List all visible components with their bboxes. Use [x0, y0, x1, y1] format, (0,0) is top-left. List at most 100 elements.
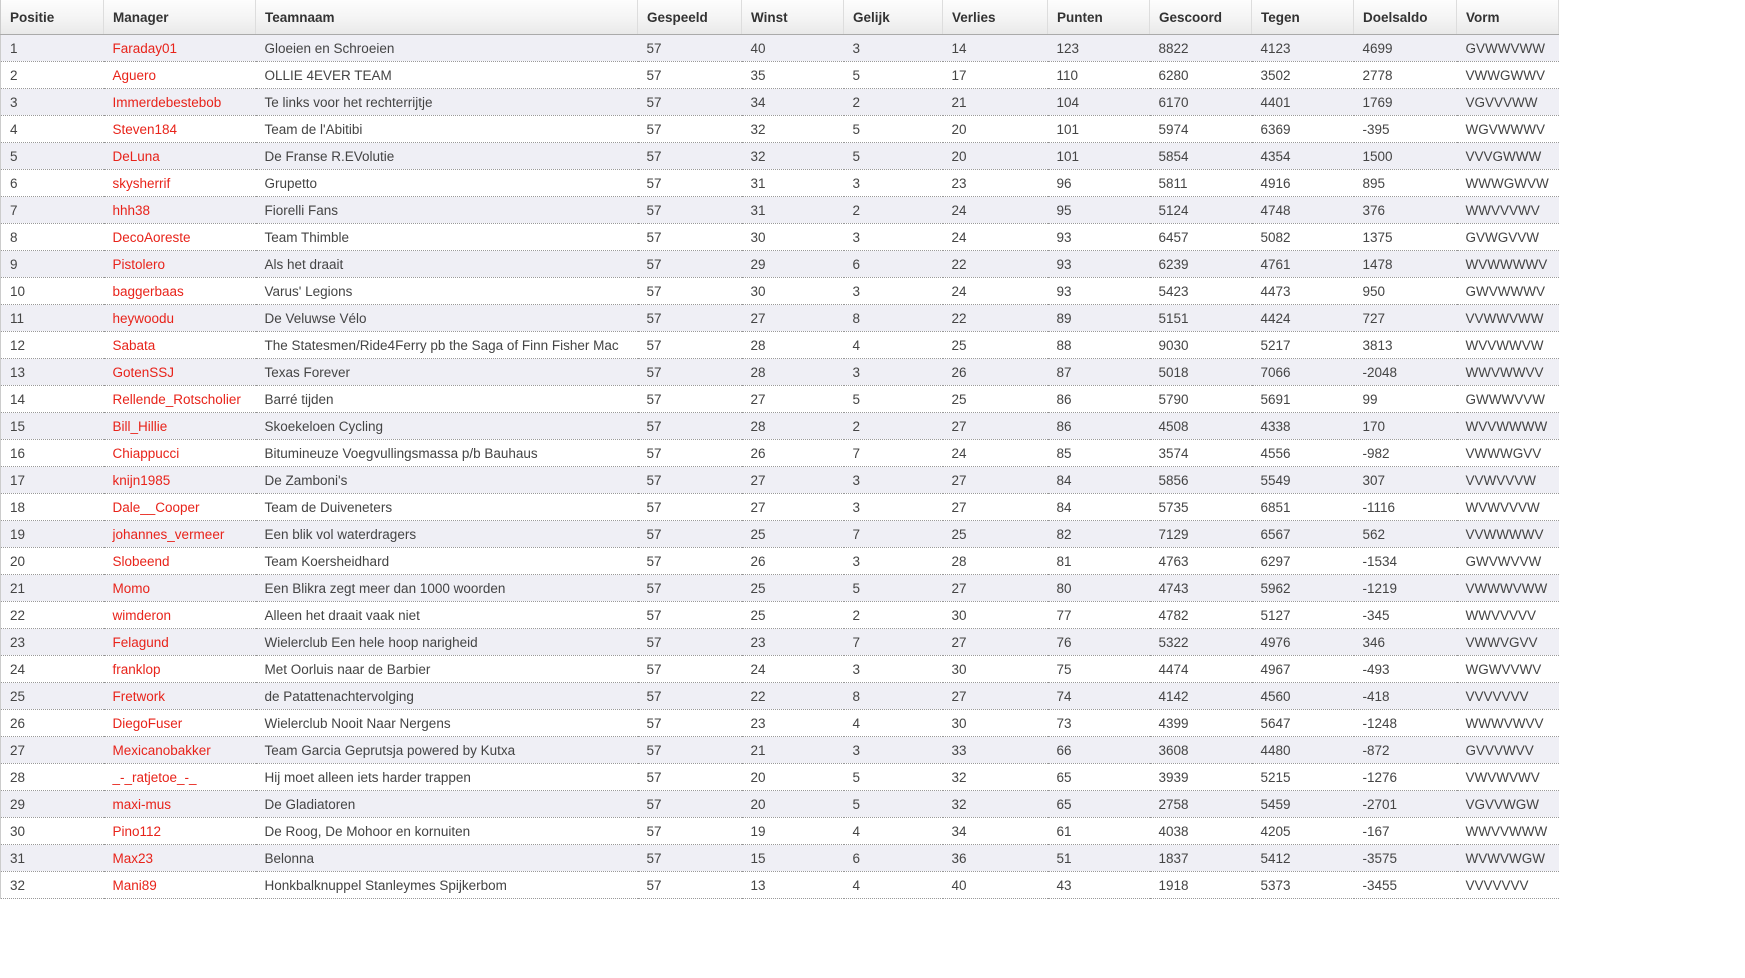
manager-link[interactable]: Aguero — [112, 67, 157, 83]
cell-verlies: 27 — [942, 493, 1048, 521]
cell-punten: 95 — [1047, 196, 1150, 224]
cell-vorm: GVWGVVW — [1456, 223, 1559, 251]
manager-link[interactable]: GotenSSJ — [112, 364, 175, 380]
cell-gespeeld: 57 — [637, 520, 742, 548]
table-row: 30 Pino112 De Roog, De Mohoor en kornuiten… — [0, 817, 1559, 845]
table-row: 5 DeLuna De Franse R.EVolutie 57 32 5 20 101 585… — [0, 142, 1559, 170]
cell-doelsaldo: 727 — [1353, 304, 1457, 332]
manager-link[interactable]: franklop — [112, 661, 161, 677]
manager-link[interactable]: hhh38 — [112, 202, 151, 218]
cell-doelsaldo: 895 — [1353, 169, 1457, 197]
cell-teamnaam: Team Koersheidhard — [255, 547, 638, 575]
cell-winst: 27 — [741, 385, 844, 413]
cell-punten: 101 — [1047, 142, 1150, 170]
manager-link[interactable]: DiegoFuser — [112, 715, 183, 731]
table-row: 29 maxi-mus De Gladiatoren 57 20 5 32 65 2758 545… — [0, 790, 1559, 818]
cell-gescoord: 5854 — [1149, 142, 1252, 170]
cell-verlies: 27 — [942, 466, 1048, 494]
cell-positie: 1 — [0, 34, 104, 62]
cell-punten: 87 — [1047, 358, 1150, 386]
cell-verlies: 34 — [942, 817, 1048, 845]
cell-vorm: WVWVWGW — [1456, 844, 1559, 872]
manager-link[interactable]: Immerdebestebob — [112, 94, 222, 110]
cell-verlies: 24 — [942, 196, 1048, 224]
manager-link[interactable]: DeLuna — [112, 148, 160, 164]
cell-vorm: VVVGWWW — [1456, 142, 1559, 170]
cell-verlies: 30 — [942, 601, 1048, 629]
manager-link[interactable]: Faraday01 — [112, 40, 178, 56]
manager-link[interactable]: knijn1985 — [112, 472, 171, 488]
manager-link[interactable]: baggerbaas — [112, 283, 184, 299]
manager-link[interactable]: johannes_vermeer — [112, 526, 225, 542]
cell-tegen: 4354 — [1251, 142, 1354, 170]
cell-positie: 26 — [0, 709, 104, 737]
cell-teamnaam: Texas Forever — [255, 358, 638, 386]
cell-punten: 84 — [1047, 493, 1150, 521]
cell-gelijk: 7 — [843, 439, 943, 467]
cell-doelsaldo: -982 — [1353, 439, 1457, 467]
table-row: 23 Felagund Wielerclub Een hele hoop narig… — [0, 628, 1559, 656]
manager-link[interactable]: Pistolero — [112, 256, 166, 272]
cell-verlies: 20 — [942, 142, 1048, 170]
cell-manager: Aguero — [103, 61, 256, 89]
table-row: 16 Chiappucci Bitumineuze Voegvullingsmass… — [0, 439, 1559, 467]
manager-link[interactable]: DecoAoreste — [112, 229, 191, 245]
manager-link[interactable]: Max23 — [112, 850, 154, 866]
manager-link[interactable]: _-_ratjetoe_-_ — [112, 769, 197, 785]
cell-verlies: 24 — [942, 277, 1048, 305]
cell-tegen: 4205 — [1251, 817, 1354, 845]
manager-link[interactable]: Chiappucci — [112, 445, 180, 461]
manager-link[interactable]: Sabata — [112, 337, 156, 353]
cell-gescoord: 5151 — [1149, 304, 1252, 332]
manager-link[interactable]: Dale__Cooper — [112, 499, 200, 515]
cell-manager: Max23 — [103, 844, 256, 872]
cell-gescoord: 5124 — [1149, 196, 1252, 224]
manager-link[interactable]: Mani89 — [112, 877, 157, 893]
cell-winst: 23 — [741, 628, 844, 656]
manager-link[interactable]: Rellende_Rotscholier — [112, 391, 241, 407]
manager-link[interactable]: Slobeend — [112, 553, 170, 569]
cell-vorm: WWWGWVW — [1456, 169, 1559, 197]
cell-vorm: WVVWWWW — [1456, 412, 1559, 440]
manager-link[interactable]: Bill_Hillie — [112, 418, 168, 434]
cell-doelsaldo: 1375 — [1353, 223, 1457, 251]
manager-link[interactable]: Steven184 — [112, 121, 178, 137]
manager-link[interactable]: Momo — [112, 580, 151, 596]
manager-link[interactable]: skysherrif — [112, 175, 171, 191]
column-header-doelsaldo: Doelsaldo — [1353, 0, 1457, 35]
cell-gescoord: 5811 — [1149, 169, 1252, 197]
cell-gespeeld: 57 — [637, 709, 742, 737]
cell-positie: 27 — [0, 736, 104, 764]
manager-link[interactable]: heywoodu — [112, 310, 175, 326]
table-row: 27 Mexicanobakker Team Garcia Geprutsja po… — [0, 736, 1559, 764]
cell-teamnaam: Wielerclub Een hele hoop narigheid — [255, 628, 638, 656]
manager-link[interactable]: Mexicanobakker — [112, 742, 211, 758]
table-row: 8 DecoAoreste Team Thimble 57 30 3 24 93 6457 508… — [0, 223, 1559, 251]
cell-tegen: 4556 — [1251, 439, 1354, 467]
manager-link[interactable]: Fretwork — [112, 688, 166, 704]
cell-gelijk: 3 — [843, 655, 943, 683]
cell-gespeeld: 57 — [637, 682, 742, 710]
cell-doelsaldo: 307 — [1353, 466, 1457, 494]
table-row: 31 Max23 Belonna 57 15 6 36 51 1837 5412 -3575 WVWV… — [0, 844, 1559, 872]
manager-link[interactable]: Pino112 — [112, 823, 162, 839]
cell-doelsaldo: 2778 — [1353, 61, 1457, 89]
cell-punten: 88 — [1047, 331, 1150, 359]
cell-doelsaldo: 376 — [1353, 196, 1457, 224]
cell-tegen: 4473 — [1251, 277, 1354, 305]
manager-link[interactable]: wimderon — [112, 607, 172, 623]
cell-gespeeld: 57 — [637, 601, 742, 629]
cell-winst: 35 — [741, 61, 844, 89]
manager-link[interactable]: maxi-mus — [112, 796, 172, 812]
cell-teamnaam: Alleen het draait vaak niet — [255, 601, 638, 629]
cell-winst: 24 — [741, 655, 844, 683]
cell-teamnaam: Grupetto — [255, 169, 638, 197]
cell-doelsaldo: -1276 — [1353, 763, 1457, 791]
cell-gelijk: 5 — [843, 61, 943, 89]
manager-link[interactable]: Felagund — [112, 634, 169, 650]
cell-doelsaldo: 99 — [1353, 385, 1457, 413]
cell-doelsaldo: -1116 — [1353, 493, 1457, 521]
cell-gescoord: 5790 — [1149, 385, 1252, 413]
cell-doelsaldo: -2701 — [1353, 790, 1457, 818]
cell-positie: 13 — [0, 358, 104, 386]
